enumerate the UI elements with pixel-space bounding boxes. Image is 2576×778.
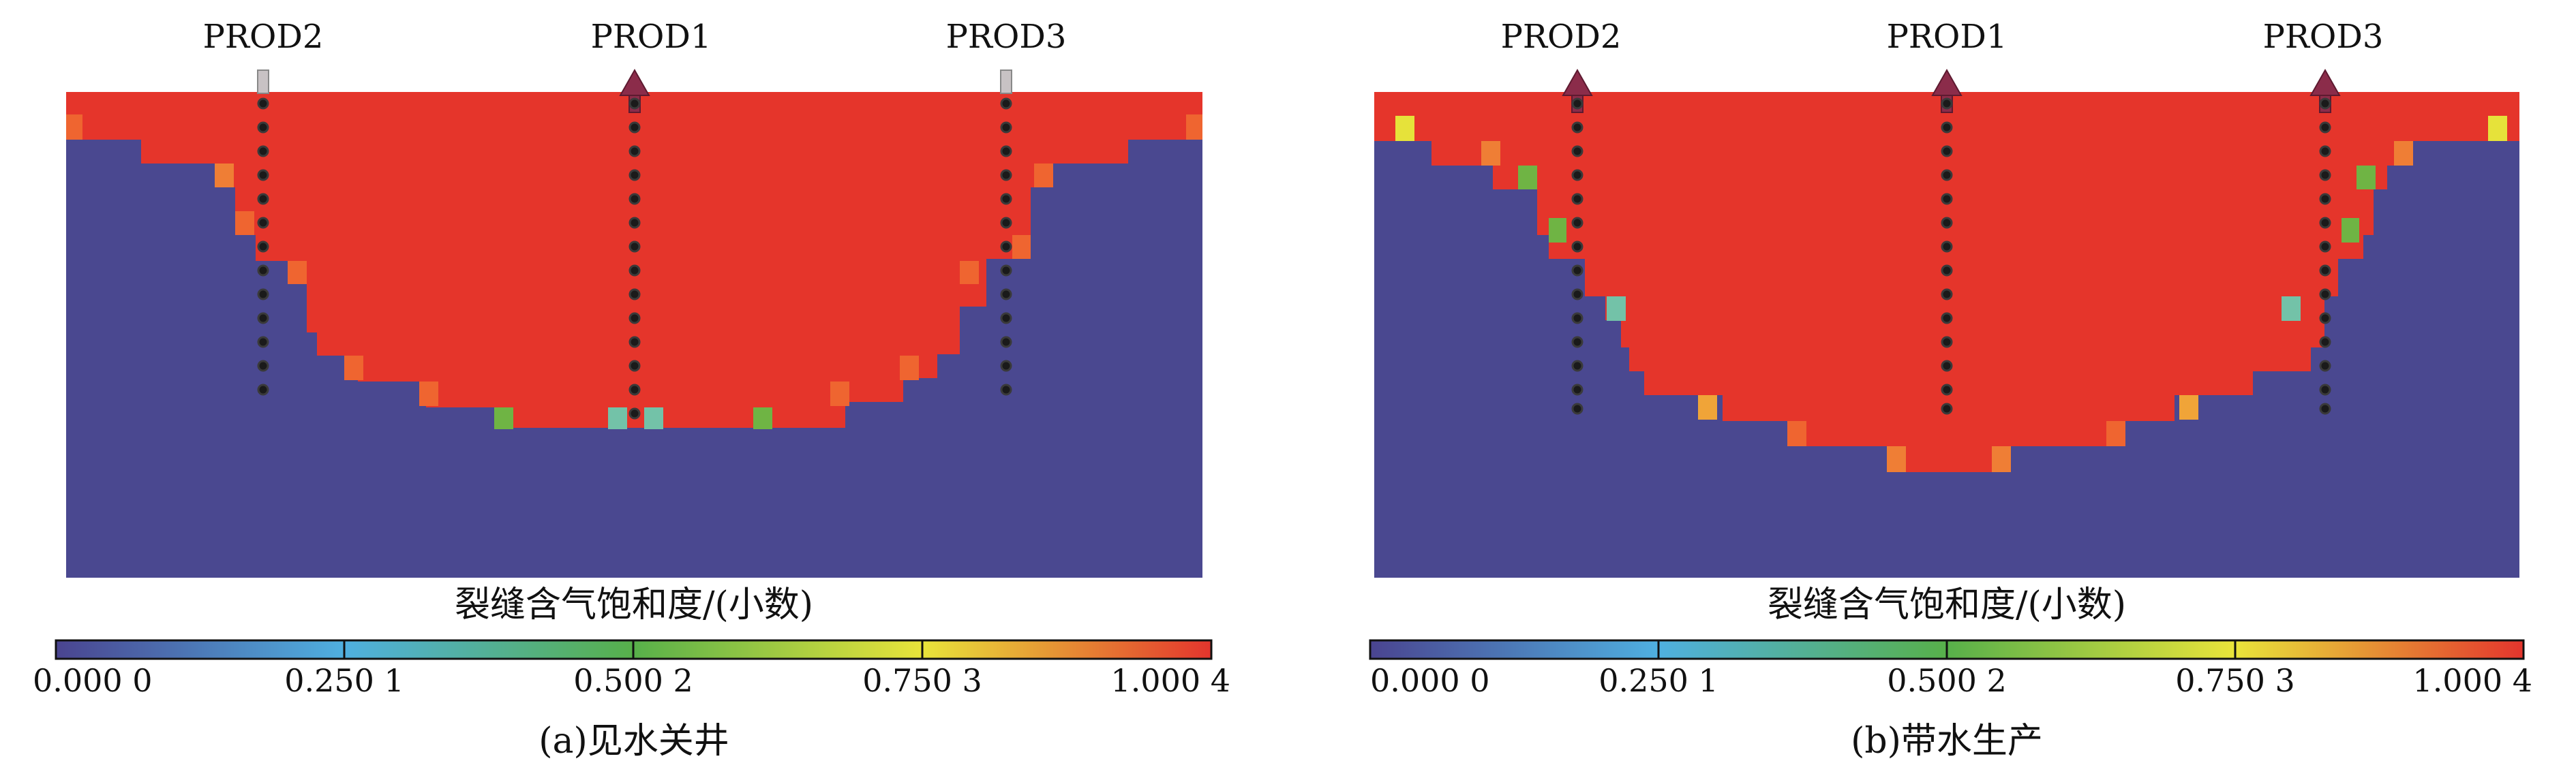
panel-caption: (a)见水关井 [539,721,729,762]
colorbar-tick-label: 0.750 3 [862,662,982,699]
panel-shut-in: PROD2 PROD1 [33,18,1230,762]
colorbar-tick-label: 0.000 0 [1370,662,1490,699]
perforation-dots [1571,97,1584,415]
colorbar: 0.000 0 0.250 1 0.500 2 0.750 3 1.000 4 [33,639,1230,699]
colorbar-tick-label: 0.750 3 [2175,662,2295,699]
colorbar-tick-label: 0.500 2 [1887,662,2007,699]
well-label: PROD3 [2263,18,2384,56]
saturation-field [66,92,1202,578]
transition-cells [1395,116,2507,472]
perforation-dots [1000,97,1012,396]
well-label: PROD1 [591,18,712,56]
well-label: PROD1 [1887,18,2007,56]
colorbar-tick-label: 1.000 4 [2412,662,2532,699]
well-prod1[interactable]: PROD1 [591,18,712,420]
well-label: PROD2 [203,18,324,56]
perforation-dots [2319,97,2331,415]
colorbar-tick-label: 0.000 0 [33,662,153,699]
colorbar-tick-label: 0.250 1 [1598,662,1718,699]
gas-zone [66,92,1202,428]
colorbar: 0.000 0 0.250 1 0.500 2 0.750 3 1.000 4 [1369,639,2532,699]
panel-b-svg: PROD2 PROD1 [1369,18,2532,762]
well-label: PROD2 [1501,18,1622,56]
shut-in-wellhead [1000,69,1012,94]
colorbar-tick-label: 1.000 4 [1110,662,1230,699]
well-label: PROD3 [946,18,1067,56]
shut-in-wellhead [257,69,269,94]
colorbar-title: 裂缝含气饱和度/(小数) [1768,585,2126,625]
saturation-field [1374,92,2519,578]
perforation-dots [628,97,641,420]
colorbar-tick-label: 0.500 2 [573,662,693,699]
well-prod3[interactable]: PROD3 [946,18,1067,396]
panel-water-production: PROD2 PROD1 [1288,0,2576,778]
colorbar-title: 裂缝含气饱和度/(小数) [455,585,813,625]
transition-cells [66,114,1202,429]
colorbar-tick-label: 0.250 1 [284,662,404,699]
well-prod2[interactable]: PROD2 [203,18,324,396]
perforation-dots [257,97,269,396]
well-prod3[interactable]: PROD3 [2263,18,2384,415]
well-prod1[interactable]: PROD1 [1887,18,2007,415]
gas-zone [1374,92,2519,472]
panel-caption: (b)带水生产 [1851,721,2043,762]
panel-a-svg: PROD2 PROD1 [33,18,1230,762]
perforation-dots [1941,97,1953,415]
well-prod2[interactable]: PROD2 [1501,18,1622,415]
